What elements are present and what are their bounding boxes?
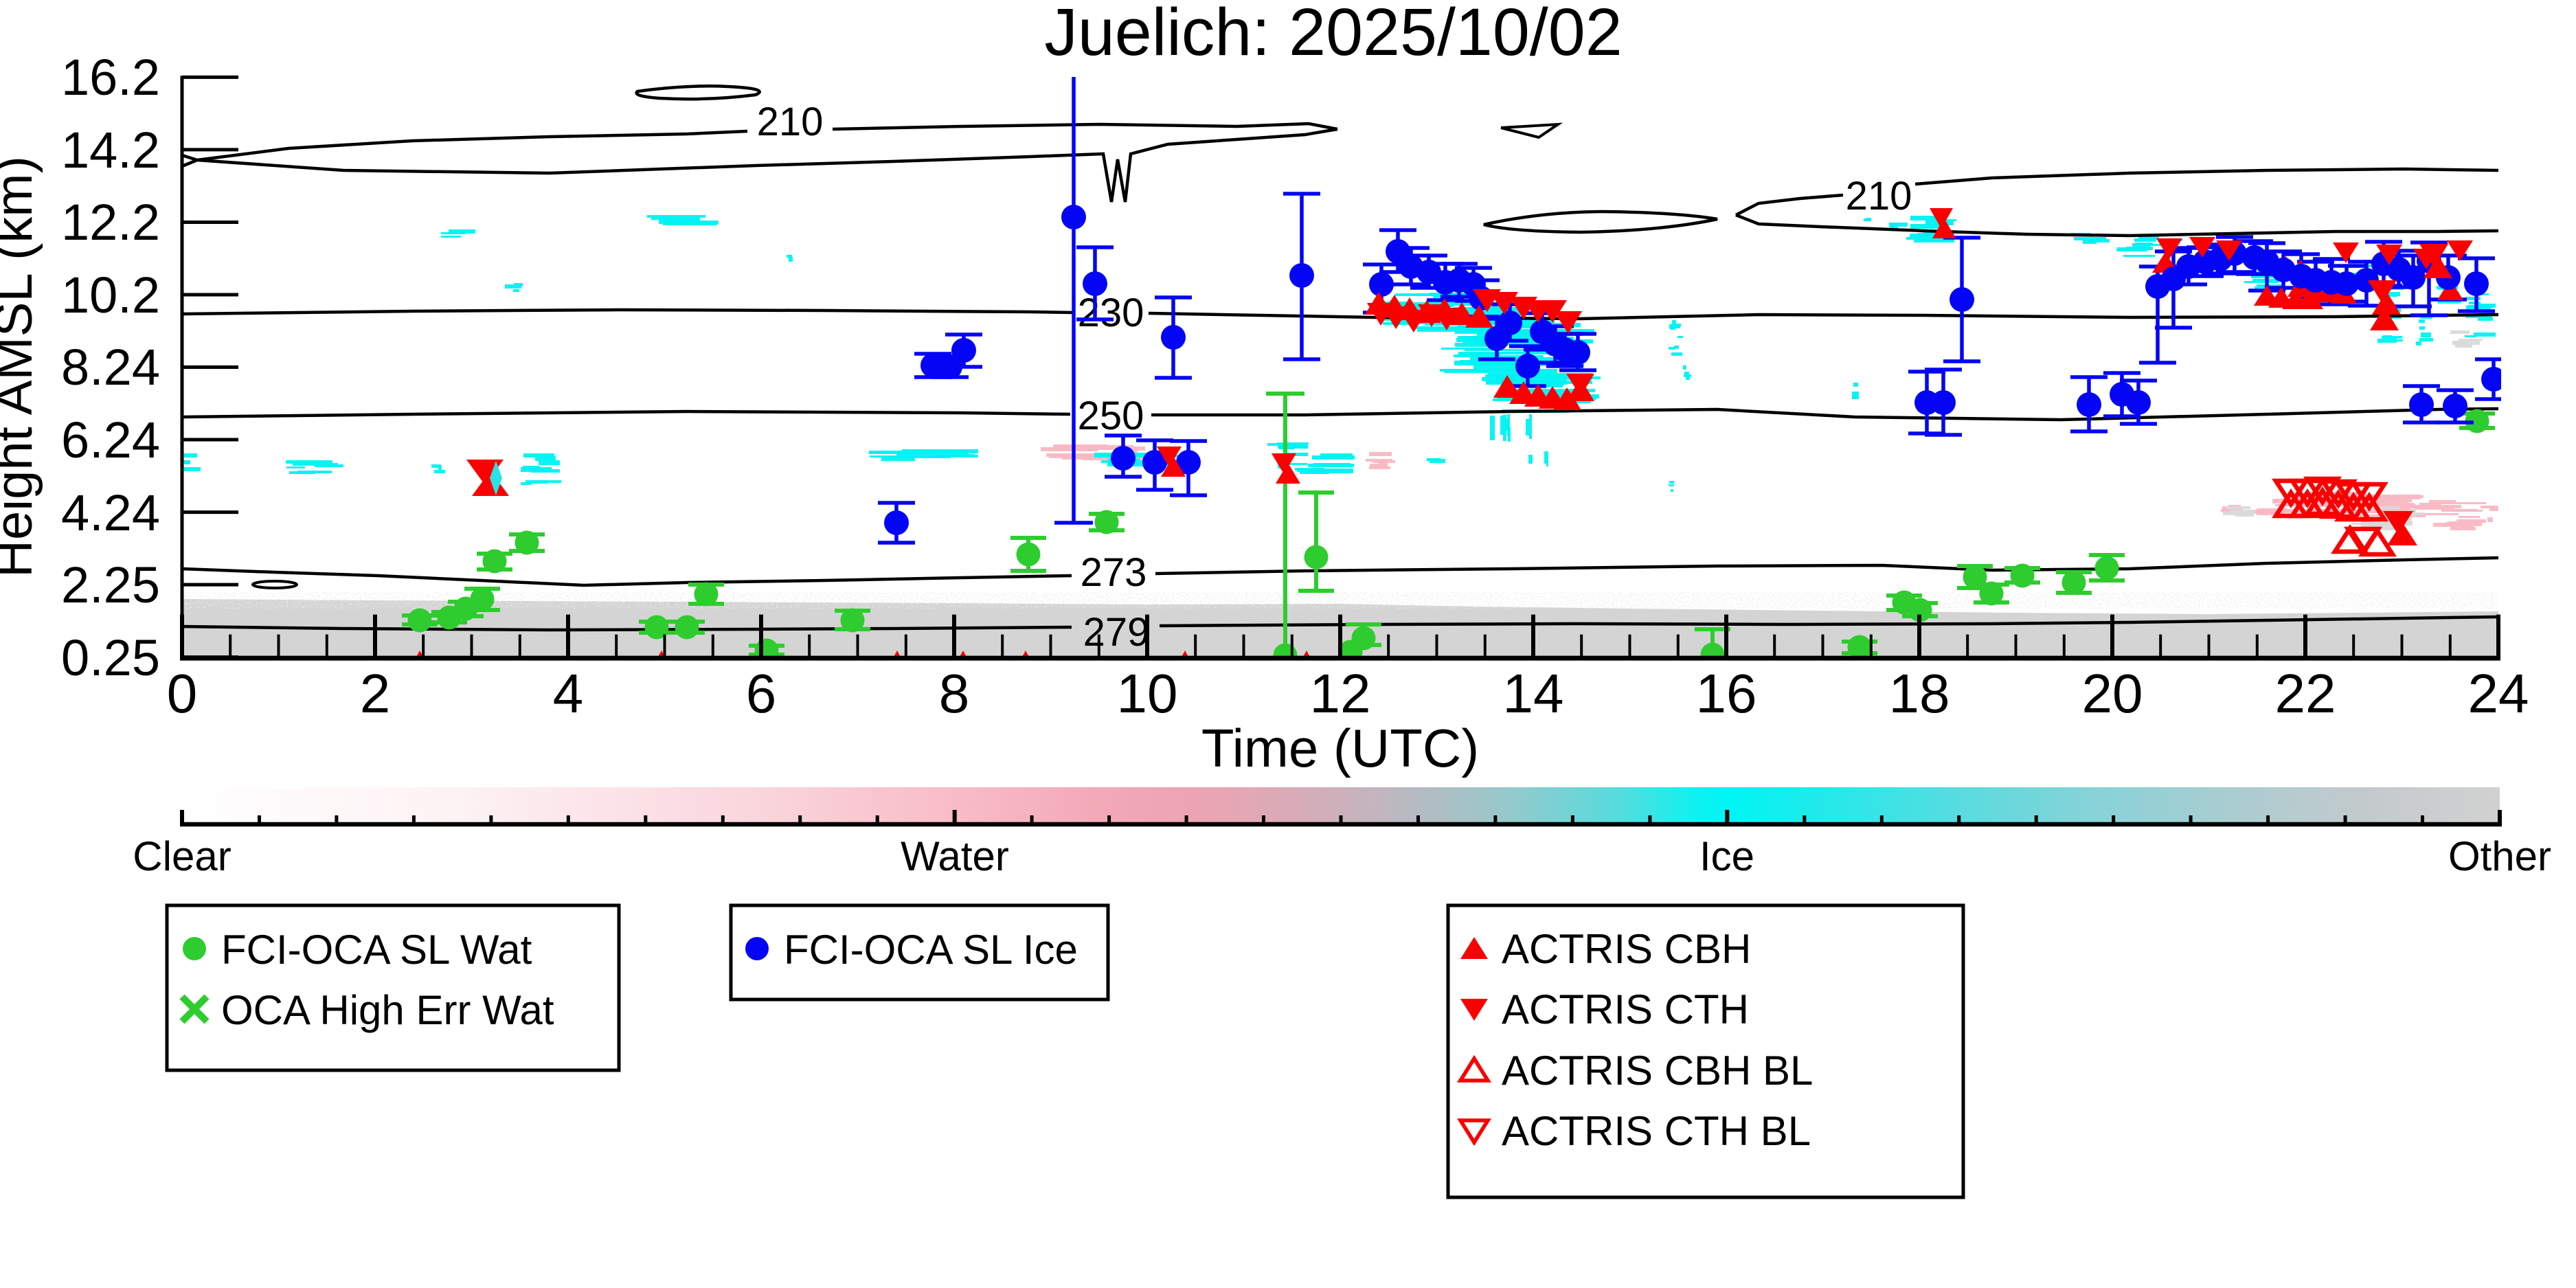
svg-text:ACTRIS CTH BL: ACTRIS CTH BL (1502, 1108, 1811, 1154)
svg-text:16.2: 16.2 (61, 49, 160, 106)
svg-text:ACTRIS CBH: ACTRIS CBH (1502, 926, 1751, 972)
svg-text:12: 12 (1310, 663, 1371, 724)
svg-text:6: 6 (746, 663, 777, 724)
svg-text:273: 273 (1081, 550, 1147, 595)
svg-text:16: 16 (1696, 663, 1757, 724)
svg-text:8: 8 (939, 663, 970, 724)
svg-text:14.2: 14.2 (61, 122, 160, 179)
svg-text:4: 4 (553, 663, 584, 724)
svg-text:12.2: 12.2 (61, 194, 160, 251)
svg-text:Height AMSL (km): Height AMSL (km) (0, 156, 43, 578)
svg-text:4.24: 4.24 (61, 484, 160, 541)
svg-text:ACTRIS CTH: ACTRIS CTH (1502, 986, 1749, 1032)
svg-text:20: 20 (2082, 663, 2143, 724)
svg-text:Juelich: 2025/10/02: Juelich: 2025/10/02 (1044, 0, 1622, 69)
svg-text:22: 22 (2275, 663, 2336, 724)
svg-text:10: 10 (1117, 663, 1178, 724)
svg-text:210: 210 (1846, 174, 1912, 218)
svg-text:210: 210 (757, 100, 824, 144)
svg-text:8.24: 8.24 (61, 339, 160, 396)
svg-text:ACTRIS CBH BL: ACTRIS CBH BL (1502, 1048, 1813, 1094)
svg-text:Time (UTC): Time (UTC) (1201, 718, 1479, 778)
svg-text:6.24: 6.24 (61, 411, 160, 468)
svg-text:14: 14 (1503, 663, 1564, 724)
svg-text:FCI-OCA SL Wat: FCI-OCA SL Wat (221, 927, 532, 973)
svg-text:279: 279 (1083, 610, 1150, 655)
svg-text:10.2: 10.2 (61, 267, 160, 324)
svg-text:OCA High Err Wat: OCA High Err Wat (221, 987, 554, 1033)
svg-text:18: 18 (1889, 663, 1950, 724)
svg-text:Clear: Clear (133, 833, 231, 879)
svg-text:Ice: Ice (1699, 833, 1754, 879)
svg-text:Water: Water (901, 833, 1009, 879)
svg-text:230: 230 (1078, 291, 1144, 335)
svg-text:FCI-OCA SL Ice: FCI-OCA SL Ice (784, 927, 1078, 973)
svg-text:2: 2 (360, 663, 391, 724)
svg-text:24: 24 (2468, 663, 2529, 724)
svg-text:250: 250 (1078, 394, 1144, 438)
svg-text:Other: Other (2448, 833, 2551, 879)
svg-text:0: 0 (167, 663, 198, 724)
svg-text:0.25: 0.25 (61, 629, 160, 686)
svg-text:2.25: 2.25 (61, 556, 160, 613)
